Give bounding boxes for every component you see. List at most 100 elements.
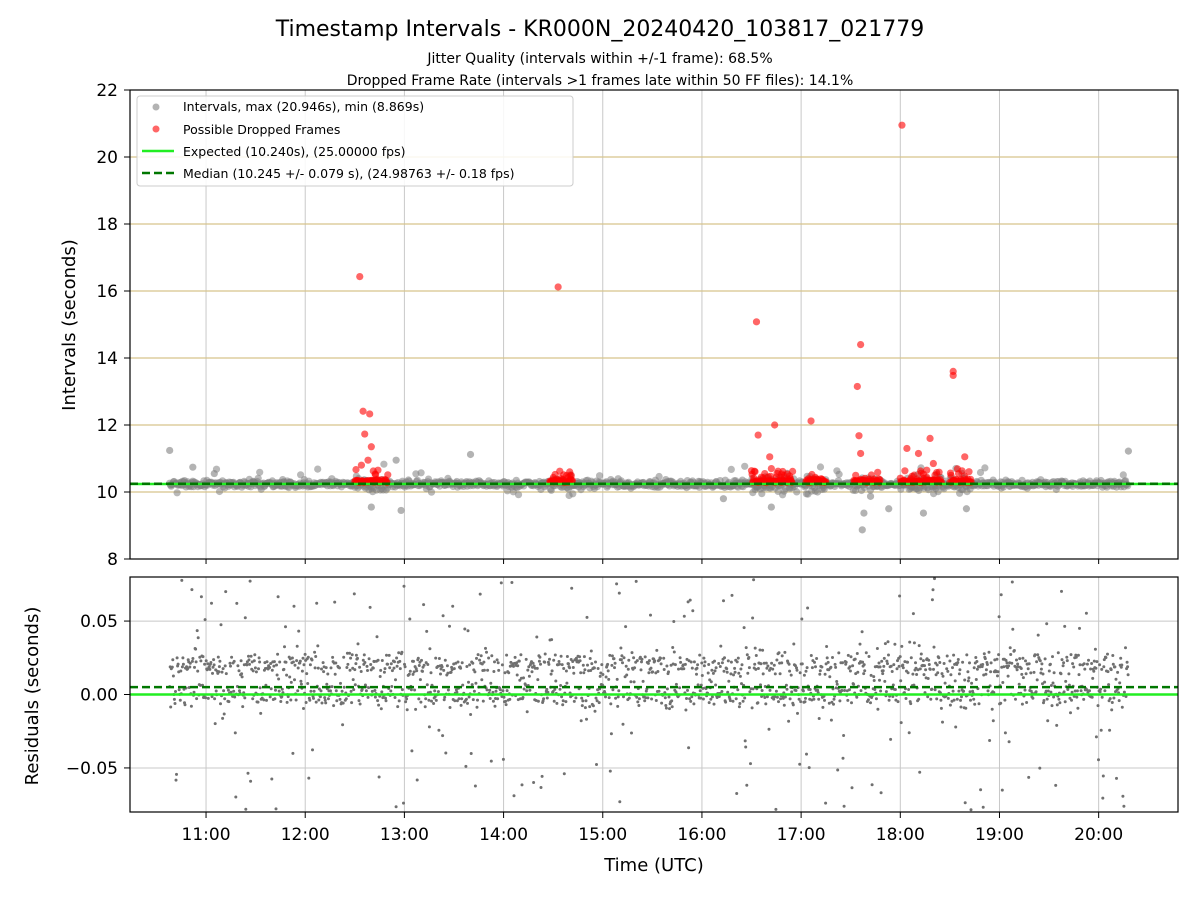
residual-point: [765, 695, 769, 699]
residual-point: [365, 664, 369, 668]
residual-point: [736, 688, 740, 692]
dropped-frame-point: [384, 471, 392, 479]
residual-point: [309, 689, 313, 693]
residual-point: [692, 702, 696, 706]
residual-point: [1051, 681, 1055, 685]
residual-point: [1004, 658, 1008, 662]
residual-point: [937, 656, 941, 660]
residual-point: [841, 756, 845, 760]
residual-point: [671, 646, 675, 649]
residual-point: [1073, 689, 1077, 693]
residual-point: [384, 696, 387, 700]
residual-point: [963, 801, 967, 805]
residual-point: [760, 689, 764, 692]
residual-point: [747, 666, 751, 670]
residual-point: [940, 672, 944, 676]
residual-point: [275, 663, 278, 667]
residual-point: [1031, 696, 1035, 700]
residual-point: [257, 656, 261, 660]
intervals-y-tick-label: 8: [107, 550, 118, 570]
residual-point: [437, 728, 441, 732]
residual-point: [332, 704, 336, 708]
residual-point: [889, 664, 893, 668]
residual-point: [984, 668, 988, 672]
residual-point: [499, 581, 503, 585]
residual-point: [425, 629, 429, 633]
interval-point: [919, 509, 928, 517]
residual-point: [821, 705, 825, 709]
dropped-frame-point: [901, 467, 909, 475]
residual-point: [869, 673, 873, 677]
dropped-frame-point: [923, 466, 931, 474]
residual-point: [830, 700, 834, 704]
residual-point: [1110, 708, 1114, 712]
residual-point: [467, 680, 470, 684]
residual-point: [580, 704, 584, 708]
intervals-y-tick-label: 14: [96, 349, 118, 369]
residual-point: [498, 688, 502, 692]
residual-point: [567, 662, 570, 666]
residual-point: [585, 615, 589, 619]
residual-point: [949, 673, 953, 677]
residual-point: [912, 683, 916, 687]
residual-point: [756, 701, 760, 705]
residual-point: [209, 661, 213, 664]
residual-point: [1000, 788, 1004, 792]
interval-point: [173, 489, 181, 497]
residual-point: [922, 673, 926, 677]
residual-point: [236, 664, 240, 668]
residual-point: [295, 659, 299, 663]
residual-point: [640, 660, 643, 664]
residual-point: [170, 665, 174, 669]
residual-point: [1087, 658, 1090, 662]
residual-point: [906, 671, 910, 675]
interval-point: [417, 469, 425, 477]
interval-point: [514, 491, 523, 499]
residual-point: [297, 629, 301, 633]
residual-point: [948, 703, 952, 707]
residual-point: [1021, 656, 1025, 660]
residual-point: [972, 697, 976, 701]
residual-point: [488, 697, 492, 700]
residual-point: [761, 672, 765, 676]
residual-point: [664, 706, 668, 710]
residual-point: [706, 671, 710, 675]
residual-point: [804, 669, 808, 673]
residual-point: [453, 699, 457, 703]
residual-point: [679, 660, 683, 664]
residual-point: [891, 683, 895, 687]
residual-point: [662, 656, 666, 660]
intervals-y-tick-label: 18: [96, 215, 118, 235]
residual-point: [621, 661, 624, 665]
residual-point: [838, 699, 842, 703]
residual-point: [265, 698, 268, 702]
residual-point: [1126, 665, 1130, 669]
residual-point: [272, 660, 276, 664]
residual-point: [692, 660, 696, 664]
interval-point: [981, 464, 989, 472]
residual-point: [1029, 689, 1033, 693]
residual-point: [253, 653, 257, 657]
residual-point: [678, 686, 682, 690]
residual-point: [366, 669, 369, 672]
residual-point: [466, 629, 470, 633]
residual-point: [707, 663, 711, 666]
residual-point: [550, 638, 554, 642]
residual-point: [222, 712, 226, 716]
residual-point: [1047, 669, 1051, 673]
residual-point: [1075, 689, 1079, 693]
residual-point: [561, 699, 565, 703]
residual-point: [371, 666, 375, 670]
interval-point: [1124, 447, 1133, 455]
residual-point: [324, 666, 328, 670]
x-tick-label: 20:00: [1074, 825, 1123, 845]
residual-point: [900, 644, 904, 648]
residual-point: [1112, 696, 1116, 700]
residual-point: [736, 656, 740, 660]
residual-point: [1115, 776, 1118, 780]
residual-point: [633, 666, 637, 670]
residual-point: [248, 662, 251, 666]
residual-point: [323, 696, 327, 700]
residual-point: [552, 699, 556, 703]
residual-point: [842, 804, 846, 808]
